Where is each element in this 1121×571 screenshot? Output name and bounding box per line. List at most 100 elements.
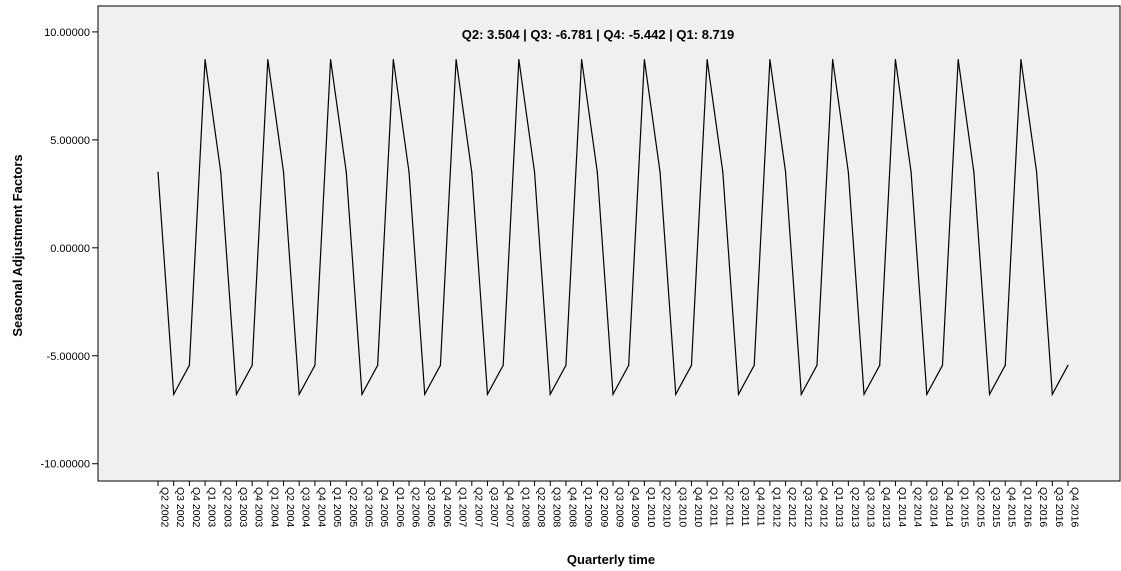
x-tick-label: Q4 2015 bbox=[1006, 487, 1018, 527]
data-point bbox=[533, 171, 536, 173]
y-tick-label: 10.00000 bbox=[44, 27, 90, 39]
y-axis: 10.00000 5.00000 0.00000 -5.00000 -10.00000 bbox=[40, 27, 98, 471]
x-tick-label: Q1 2014 bbox=[896, 487, 908, 527]
x-tick-label: Q3 2007 bbox=[488, 487, 500, 527]
x-tick-label: Q2 2016 bbox=[1037, 487, 1049, 527]
x-tick-label: Q2 2008 bbox=[535, 487, 547, 527]
x-tick-label: Q3 2002 bbox=[174, 487, 186, 527]
data-point bbox=[706, 58, 708, 61]
x-axis-title: Quarterly time bbox=[567, 552, 655, 567]
x-tick-label: Q4 2006 bbox=[441, 487, 453, 527]
x-tick-label: Q1 2006 bbox=[394, 487, 406, 527]
y-tick-label: -10.00000 bbox=[40, 459, 90, 471]
x-tick-label: Q2 2013 bbox=[849, 487, 861, 527]
x-tick-label: Q4 2013 bbox=[880, 487, 892, 527]
data-point bbox=[345, 171, 347, 173]
data-point bbox=[377, 364, 379, 366]
data-point bbox=[1020, 58, 1022, 61]
data-point bbox=[879, 364, 881, 366]
x-tick-label: Q3 2016 bbox=[1053, 487, 1065, 527]
x-tick-label: Q4 2016 bbox=[1069, 487, 1081, 527]
data-point bbox=[361, 393, 363, 395]
x-tick-label: Q2 2007 bbox=[472, 487, 484, 527]
series-points bbox=[157, 58, 1069, 395]
y-tick-label: 0.00000 bbox=[50, 243, 90, 255]
data-point bbox=[957, 58, 959, 61]
data-point bbox=[988, 393, 991, 395]
x-tick-label: Q2 2014 bbox=[912, 487, 924, 527]
y-tick-label: 5.00000 bbox=[50, 135, 90, 147]
data-point bbox=[267, 58, 269, 61]
data-point bbox=[628, 364, 630, 366]
x-tick-label: Q2 2005 bbox=[347, 487, 359, 527]
x-tick-label: Q4 2003 bbox=[253, 487, 265, 527]
y-axis-title: Seasonal Adjustment Factors bbox=[10, 154, 25, 336]
x-tick-label: Q1 2007 bbox=[457, 487, 469, 527]
data-point bbox=[926, 393, 928, 395]
data-point bbox=[251, 364, 253, 366]
x-tick-label: Q4 2002 bbox=[190, 487, 202, 527]
data-point bbox=[675, 393, 677, 395]
data-point bbox=[1051, 393, 1053, 395]
data-point bbox=[737, 393, 740, 395]
data-point bbox=[188, 364, 190, 366]
x-tick-label: Q1 2010 bbox=[645, 487, 657, 527]
x-tick-label: Q3 2005 bbox=[362, 487, 374, 527]
data-point bbox=[455, 58, 457, 61]
data-point bbox=[220, 171, 222, 173]
x-tick-label: Q3 2008 bbox=[551, 487, 563, 527]
data-point bbox=[1004, 364, 1006, 366]
data-point bbox=[659, 171, 661, 173]
data-point bbox=[235, 393, 238, 395]
x-tick-label: Q1 2015 bbox=[959, 487, 971, 527]
data-point bbox=[282, 171, 285, 173]
x-tick-label: Q1 2005 bbox=[331, 487, 343, 527]
data-point bbox=[298, 393, 300, 395]
data-point bbox=[549, 393, 551, 395]
data-point bbox=[596, 171, 598, 173]
data-point bbox=[612, 393, 614, 395]
data-point bbox=[173, 393, 175, 395]
data-point bbox=[847, 171, 849, 173]
data-point bbox=[439, 364, 442, 366]
x-tick-label: Q1 2004 bbox=[268, 487, 280, 527]
data-point bbox=[769, 58, 771, 61]
x-tick-label: Q3 2003 bbox=[237, 487, 249, 527]
x-tick-label: Q2 2015 bbox=[974, 487, 986, 527]
x-tick-label: Q1 2016 bbox=[1021, 487, 1033, 527]
x-tick-label: Q2 2011 bbox=[723, 487, 735, 527]
x-tick-label: Q2 2002 bbox=[159, 487, 171, 527]
data-point bbox=[502, 364, 504, 366]
data-point bbox=[486, 393, 489, 395]
data-point bbox=[784, 171, 787, 173]
data-point bbox=[690, 364, 693, 366]
data-point bbox=[471, 171, 473, 173]
data-point bbox=[1067, 364, 1069, 366]
data-point bbox=[863, 393, 865, 395]
data-point bbox=[424, 393, 426, 395]
data-point bbox=[832, 58, 834, 61]
x-tick-label: Q3 2006 bbox=[425, 487, 437, 527]
x-tick-label: Q2 2010 bbox=[661, 487, 673, 527]
x-tick-label: Q3 2004 bbox=[300, 487, 312, 527]
x-tick-label: Q1 2011 bbox=[708, 487, 720, 527]
x-tick-label: Q4 2011 bbox=[755, 487, 767, 527]
x-tick-label: Q1 2009 bbox=[582, 487, 594, 527]
data-point bbox=[894, 58, 897, 61]
x-tick-label: Q4 2007 bbox=[504, 487, 516, 527]
seasonal-factors-annotation: Q2: 3.504 | Q3: -6.781 | Q4: -5.442 | Q1… bbox=[462, 27, 735, 42]
x-tick-label: Q3 2010 bbox=[676, 487, 688, 527]
x-tick-label: Q4 2008 bbox=[566, 487, 578, 527]
data-point bbox=[910, 171, 912, 173]
x-tick-label: Q2 2012 bbox=[786, 487, 798, 527]
data-point bbox=[204, 58, 206, 61]
x-tick-label: Q3 2013 bbox=[865, 487, 877, 527]
data-point bbox=[973, 171, 975, 173]
data-point bbox=[565, 364, 567, 366]
x-tick-label: Q4 2005 bbox=[378, 487, 390, 527]
x-axis: Q2 2002 Q3 2002 Q4 2002 Q1 2003 Q2 2003 Q3 20… bbox=[157, 481, 1081, 527]
data-point bbox=[518, 58, 520, 61]
x-tick-label: Q4 2004 bbox=[315, 487, 327, 527]
